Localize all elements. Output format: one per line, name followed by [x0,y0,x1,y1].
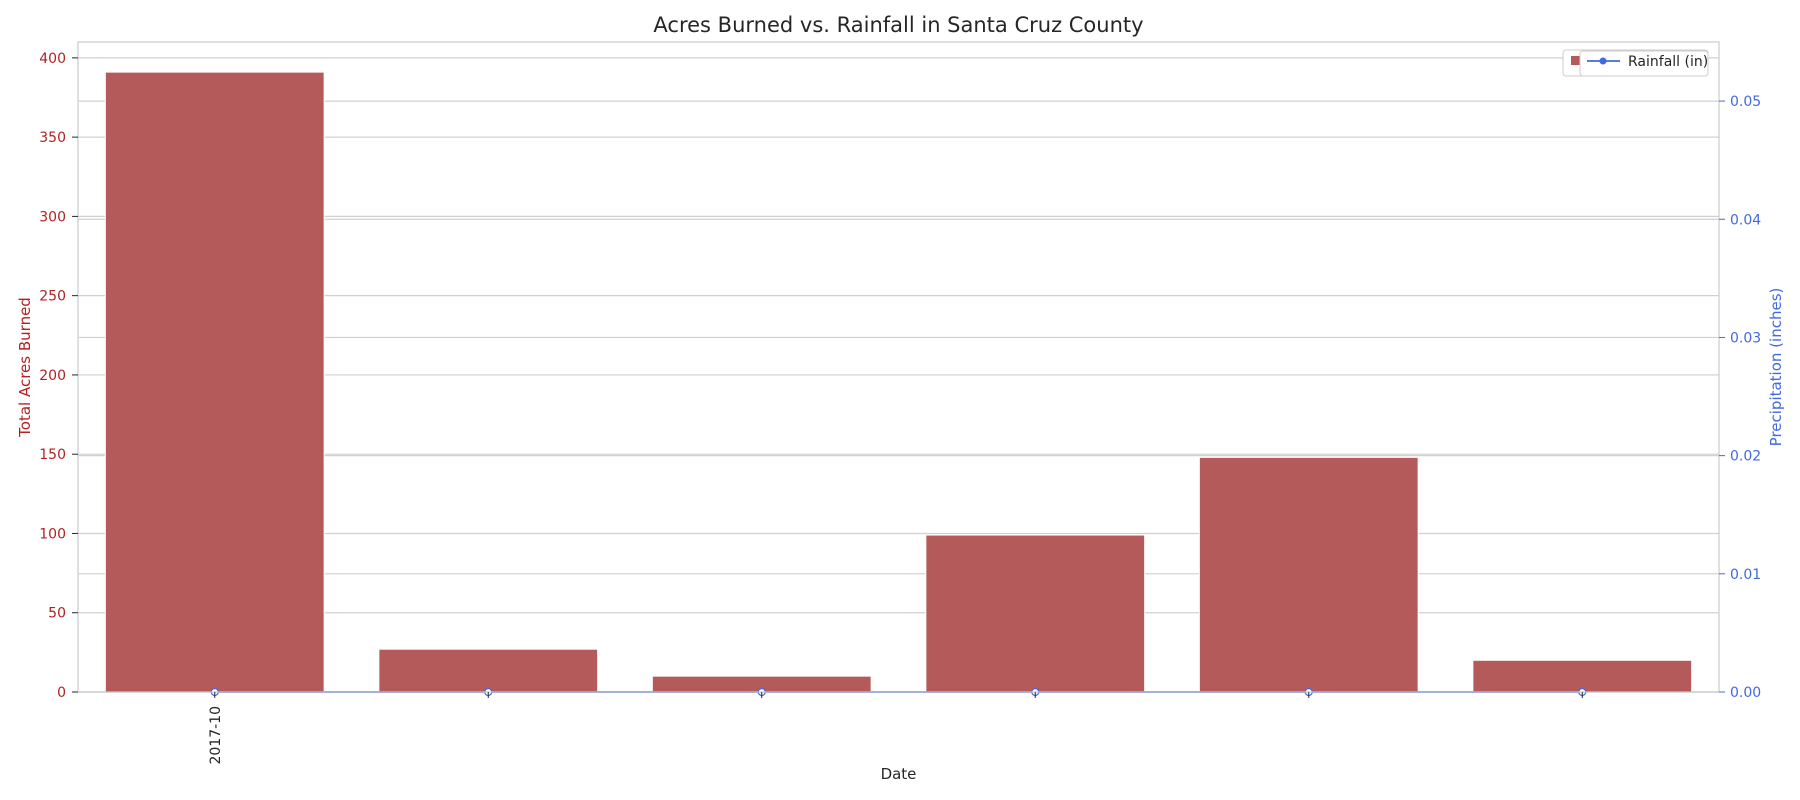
left-tick-label: 300 [39,209,66,225]
x-axis-label: Date [881,765,917,783]
left-tick-label: 200 [39,368,66,384]
left-tick-label: 100 [39,526,66,542]
bar [1472,659,1693,693]
right-axis-label: Precipitation (inches) [1767,288,1785,447]
legend-box-front [1579,50,1709,77]
right-tick-label: 0.04 [1730,212,1761,228]
legend-label-rainfall: Rainfall (in) [1628,54,1708,70]
bar-series [104,71,1693,693]
left-axis-label: Total Acres Burned [16,297,34,438]
x-tick-label: 2017-10 [208,706,224,765]
chart-title: Acres Burned vs. Rainfall in Santa Cruz … [653,13,1143,37]
bar [378,648,599,693]
legend-swatch-marker [1599,57,1607,65]
left-axis: 0 50 100 150 200 250 300 350 400 [39,51,78,701]
right-axis: 0.00 0.01 0.02 0.03 0.04 0.05 [1719,94,1761,701]
left-tick-label: 0 [57,685,66,701]
plot-frame [77,41,1720,693]
bar [104,71,325,693]
left-tick-label: 250 [39,289,66,305]
right-tick-label: 0.00 [1730,685,1761,701]
bar [1198,456,1419,693]
left-tick-label: 50 [48,606,66,622]
right-tick-label: 0.01 [1730,567,1761,583]
bar [925,534,1146,693]
right-tick-label: 0.03 [1730,330,1761,346]
right-tick-label: 0.02 [1730,449,1761,465]
left-tick-label: 350 [39,130,66,146]
left-tick-label: 400 [39,51,66,67]
legend-swatch-bar [1571,56,1580,65]
x-axis: 2017-10 [208,692,1583,765]
left-tick-label: 150 [39,447,66,463]
right-tick-label: 0.05 [1730,94,1761,110]
legend: Rainfall (in) [1562,49,1709,77]
plot-background [78,42,1719,692]
